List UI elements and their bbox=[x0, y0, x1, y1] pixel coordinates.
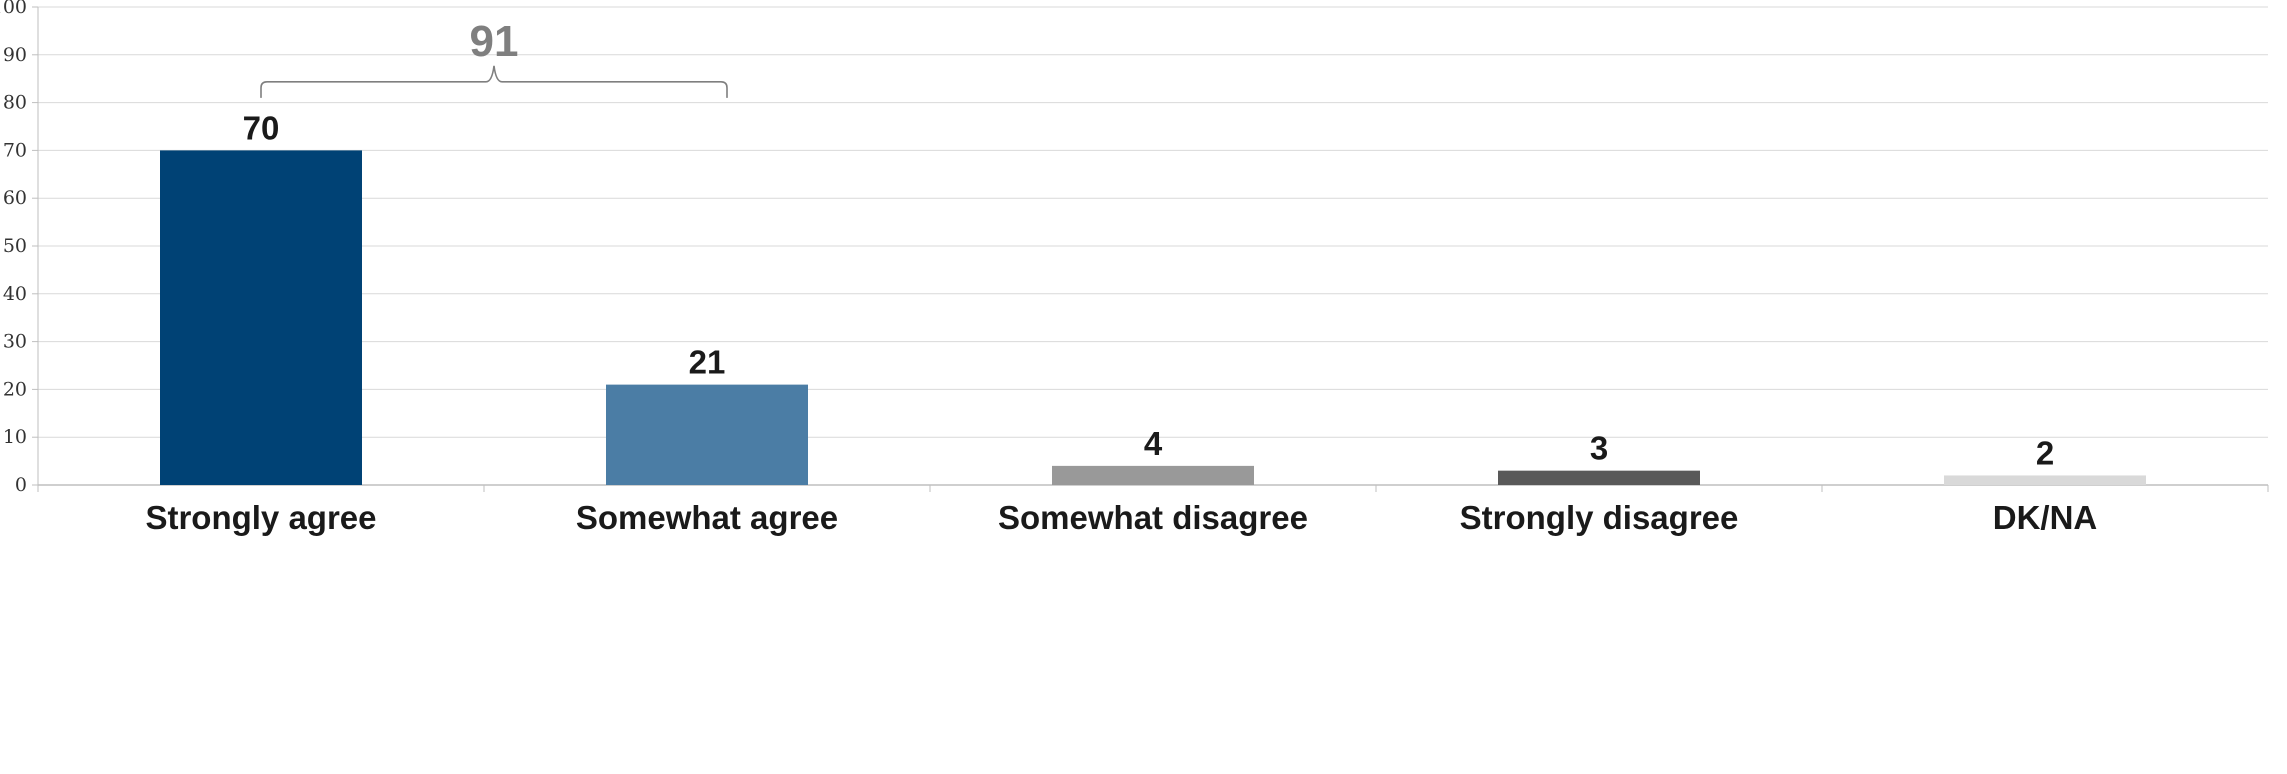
x-tick-label: Somewhat agree bbox=[576, 499, 838, 536]
x-tick-label: DK/NA bbox=[1993, 499, 2098, 536]
bar bbox=[1052, 465, 1254, 485]
bracket-annotation: 91 bbox=[260, 17, 728, 98]
data-label: 70 bbox=[243, 109, 280, 146]
x-tick-label: Strongly agree bbox=[145, 499, 376, 536]
y-tick-label: 100 bbox=[0, 0, 27, 18]
bar bbox=[160, 150, 362, 485]
y-tick-label: 80 bbox=[3, 92, 27, 114]
bar bbox=[606, 384, 808, 485]
y-tick-label: 60 bbox=[3, 187, 27, 209]
data-labels: 70 21 4 3 2 bbox=[243, 109, 2055, 471]
y-tick-label: 0 bbox=[15, 474, 27, 496]
y-tick-label: 30 bbox=[3, 331, 27, 353]
y-tick-label: 70 bbox=[3, 139, 27, 161]
bracket-brace bbox=[260, 65, 728, 98]
bars bbox=[160, 150, 2146, 485]
data-label: 21 bbox=[689, 344, 726, 381]
bracket-label: 91 bbox=[470, 17, 519, 66]
y-tick-label: 20 bbox=[3, 378, 27, 400]
data-label: 3 bbox=[1590, 430, 1608, 467]
y-tick-label: 50 bbox=[3, 235, 27, 257]
x-tick-label: Strongly disagree bbox=[1460, 499, 1739, 536]
bar bbox=[1944, 475, 2146, 485]
data-label: 2 bbox=[2036, 434, 2054, 471]
y-tick-label: 40 bbox=[3, 283, 27, 305]
y-axis: 0 10 20 30 40 50 60 70 80 90 100 bbox=[0, 0, 39, 496]
bar bbox=[1498, 470, 1700, 485]
y-tick-label: 10 bbox=[3, 426, 27, 448]
x-axis: Strongly agree Somewhat agree Somewhat dis… bbox=[37, 484, 2269, 536]
data-label: 4 bbox=[1144, 425, 1163, 462]
x-tick-label: Somewhat disagree bbox=[998, 499, 1308, 536]
y-tick-label: 90 bbox=[3, 44, 27, 66]
gridlines bbox=[38, 6, 2268, 438]
